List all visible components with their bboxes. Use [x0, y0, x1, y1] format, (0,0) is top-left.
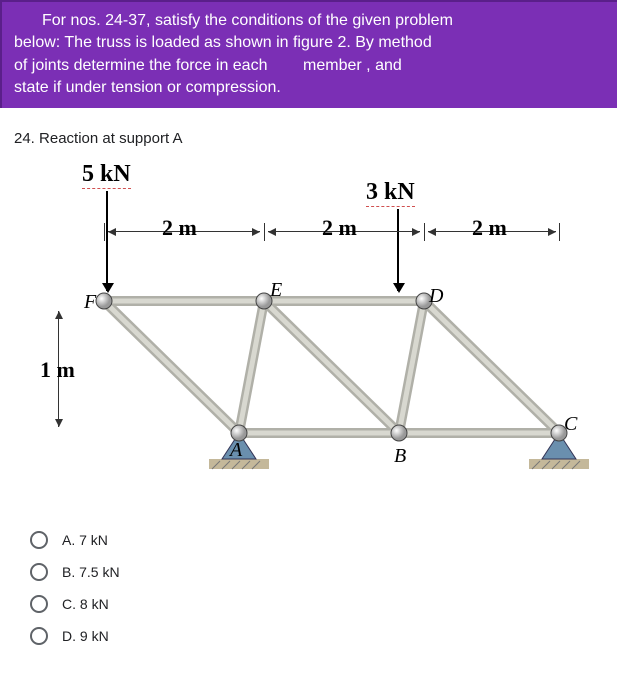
node-F: F	[84, 291, 96, 314]
radio-icon	[30, 595, 48, 613]
header-line3b: member , and	[303, 57, 402, 74]
dim-span1: 2 m	[162, 215, 197, 241]
radio-icon	[30, 531, 48, 549]
truss-svg	[34, 291, 594, 491]
load-5kn-arrow	[106, 191, 108, 291]
truss-figure: 5 kN 3 kN 2 m 2 m 2 m 1 m	[34, 161, 594, 511]
option-d-label: D. 9 kN	[62, 628, 109, 644]
node-B: B	[394, 445, 406, 468]
node-C: C	[564, 413, 577, 436]
option-a-label: A. 7 kN	[62, 532, 108, 548]
option-b-label: B. 7.5 kN	[62, 564, 120, 580]
load-5kn-label: 5 kN	[82, 161, 131, 188]
option-c[interactable]: C. 8 kN	[30, 595, 617, 613]
load-3kn-arrow	[397, 209, 399, 291]
load-3kn-label: 3 kN	[366, 179, 415, 206]
radio-icon	[30, 563, 48, 581]
option-d[interactable]: D. 9 kN	[30, 627, 617, 645]
dim-span2: 2 m	[322, 215, 357, 241]
header-line4: state if under tension or compression.	[14, 79, 281, 96]
problem-header: For nos. 24-37, satisfy the conditions o…	[0, 0, 617, 108]
option-c-label: C. 8 kN	[62, 596, 109, 612]
header-line2: below: The truss is loaded as shown in f…	[14, 34, 432, 51]
node-D: D	[429, 285, 443, 308]
header-line1: For nos. 24-37, satisfy the conditions o…	[42, 12, 453, 29]
node-E: E	[270, 279, 282, 302]
header-line3a: of joints determine the force in each	[14, 57, 267, 74]
options-group: A. 7 kN B. 7.5 kN C. 8 kN D. 9 kN	[30, 531, 617, 645]
question-label: 24. Reaction at support A	[14, 130, 617, 147]
option-a[interactable]: A. 7 kN	[30, 531, 617, 549]
node-A: A	[230, 439, 242, 462]
option-b[interactable]: B. 7.5 kN	[30, 563, 617, 581]
radio-icon	[30, 627, 48, 645]
dim-span3: 2 m	[472, 215, 507, 241]
